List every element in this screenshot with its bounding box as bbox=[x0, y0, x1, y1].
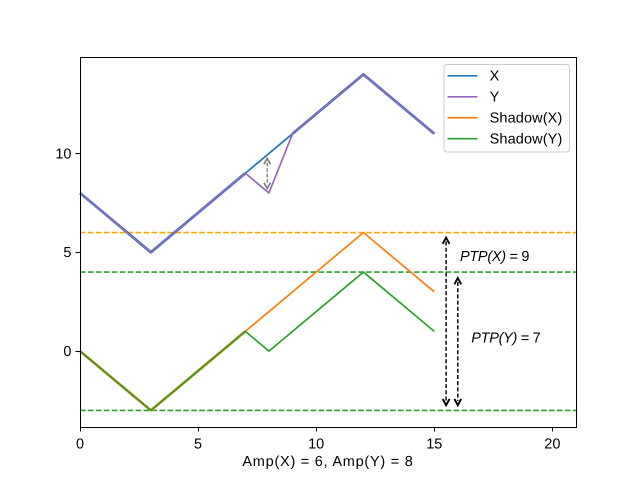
svg-text:Y: Y bbox=[490, 90, 500, 106]
svg-text:5: 5 bbox=[63, 245, 71, 261]
svg-text:0: 0 bbox=[63, 344, 71, 360]
svg-text:Shadow(Y): Shadow(Y) bbox=[490, 132, 563, 148]
svg-text:Shadow(X): Shadow(X) bbox=[490, 111, 563, 127]
svg-text:PTP(Y) = 7: PTP(Y) = 7 bbox=[471, 330, 540, 346]
svg-text:5: 5 bbox=[194, 437, 202, 453]
svg-text:0: 0 bbox=[76, 437, 84, 453]
svg-text:10: 10 bbox=[308, 437, 324, 453]
svg-text:15: 15 bbox=[426, 437, 442, 453]
svg-text:20: 20 bbox=[544, 437, 560, 453]
svg-text:PTP(X) = 9: PTP(X) = 9 bbox=[460, 249, 529, 265]
svg-text:Amp(X) = 6, Amp(Y) = 8: Amp(X) = 6, Amp(Y) = 8 bbox=[242, 454, 413, 470]
svg-text:X: X bbox=[490, 69, 500, 85]
svg-text:10: 10 bbox=[55, 146, 71, 162]
